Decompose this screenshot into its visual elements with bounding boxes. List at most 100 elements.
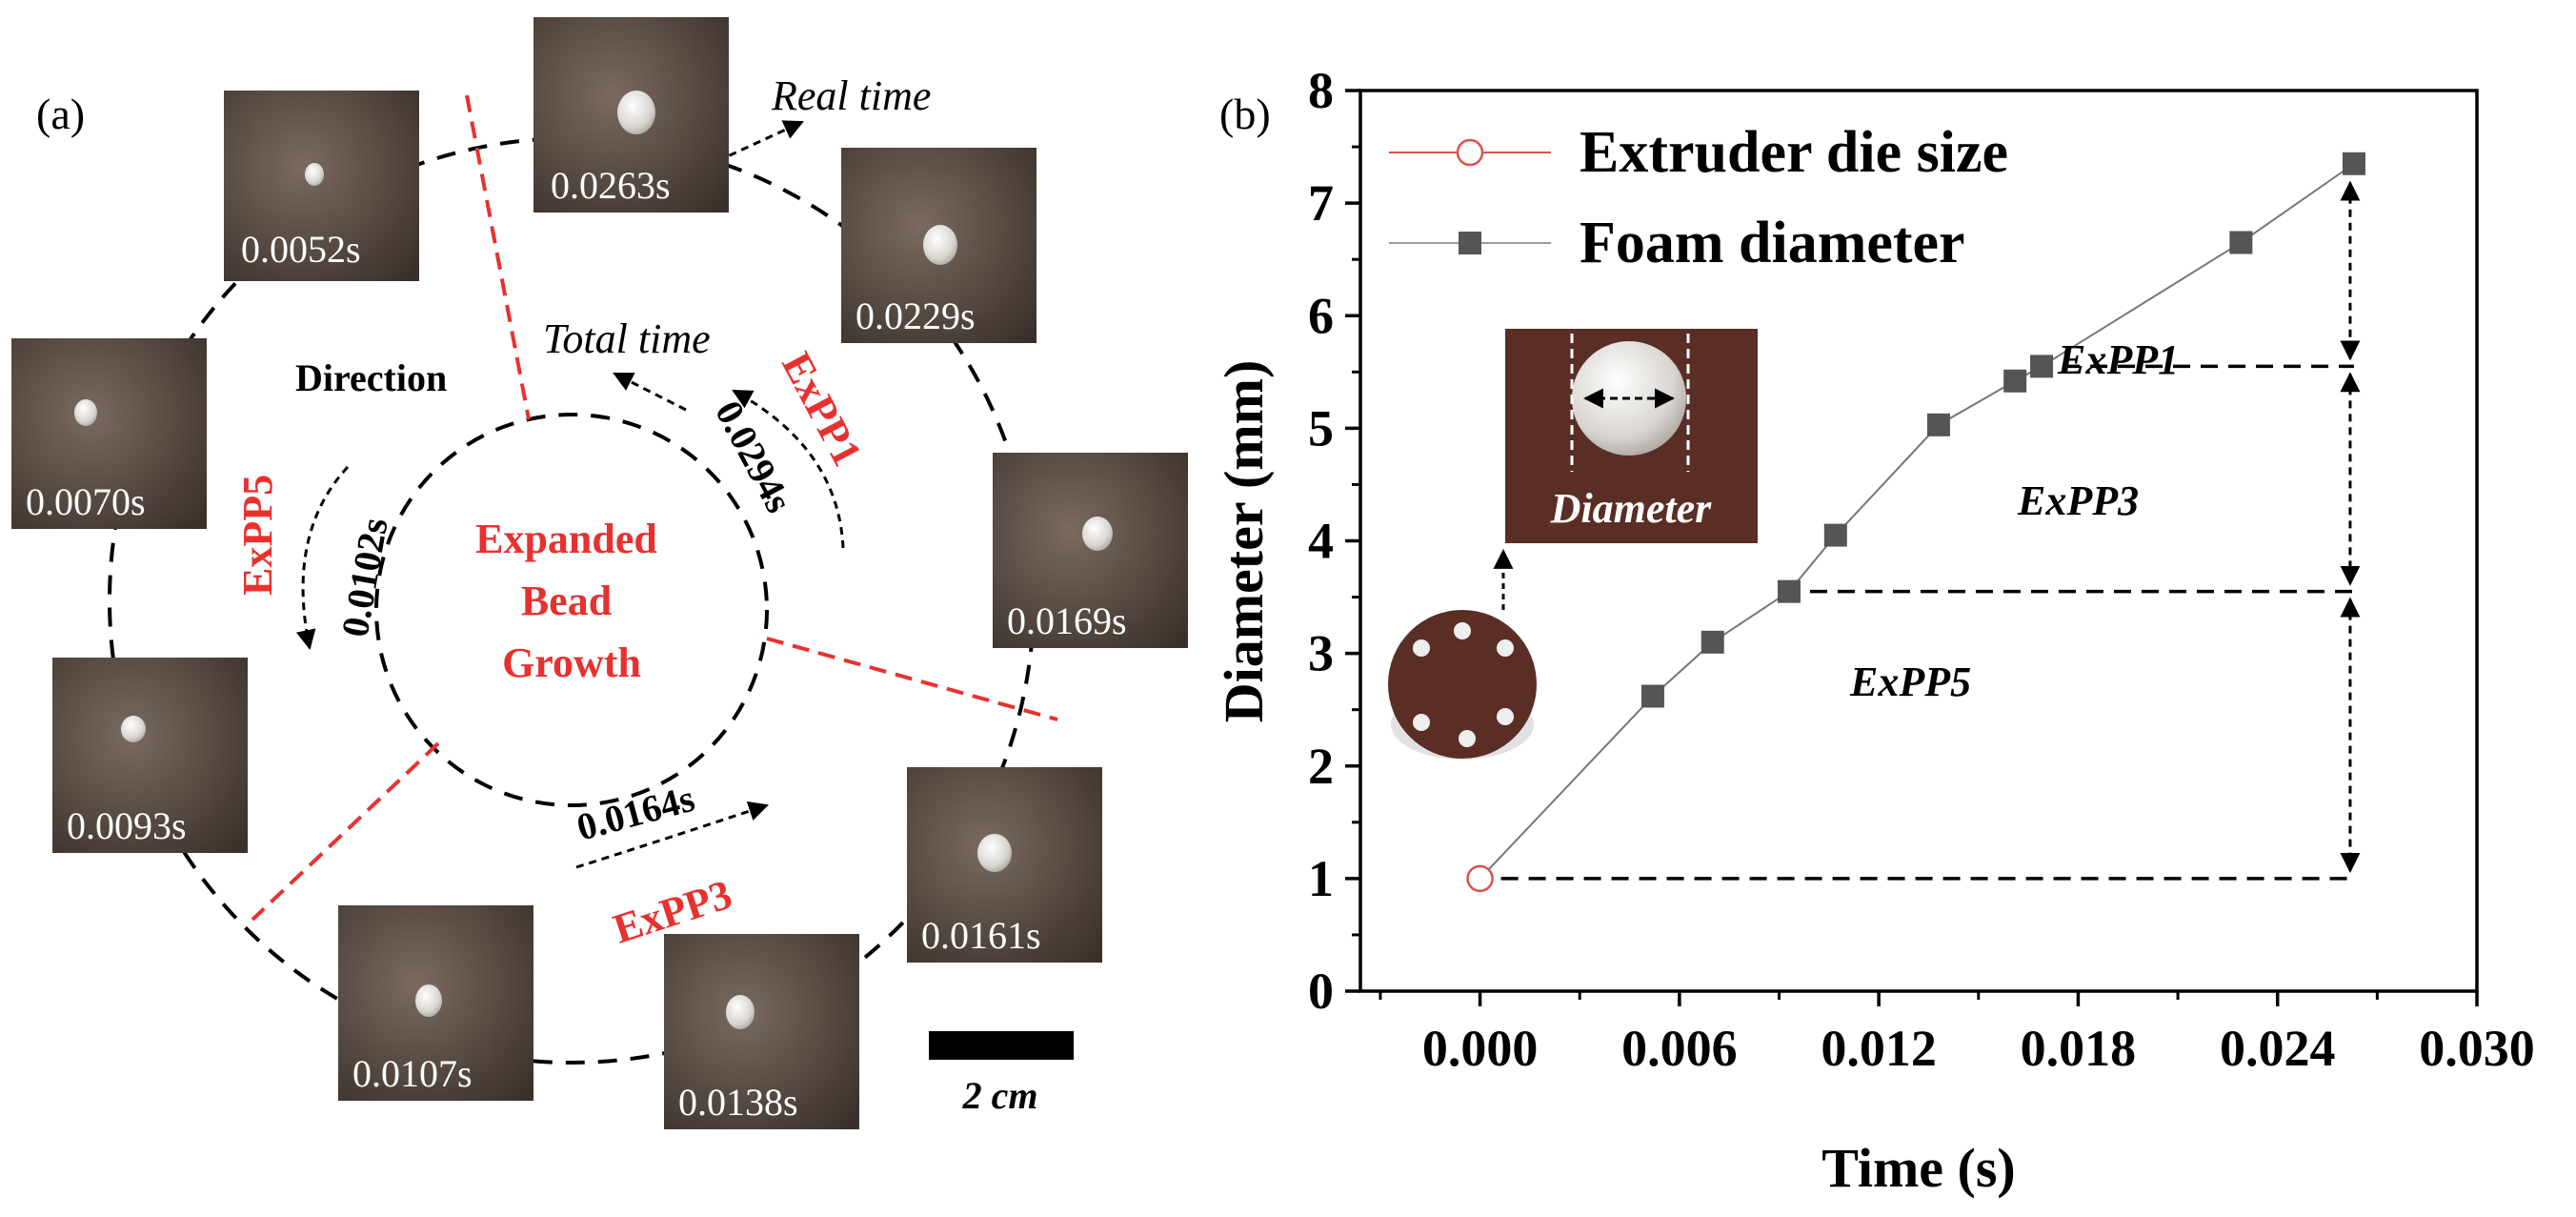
x-tick-label: 0.000 bbox=[1422, 1020, 1539, 1077]
frame-photo: 0.0070s bbox=[11, 338, 207, 529]
y-tick-label: 4 bbox=[1308, 513, 1334, 570]
frame-photo: 0.0263s bbox=[533, 17, 729, 213]
legend-marker-circle bbox=[1456, 138, 1484, 167]
foam-diameter-point bbox=[1823, 523, 1847, 547]
foam-diameter-point bbox=[1640, 684, 1664, 708]
panel-a: (a) Expanded Bead Growth Direction Total… bbox=[11, 17, 1188, 1129]
y-tick-label: 0 bbox=[1308, 963, 1334, 1020]
die-hole bbox=[1454, 622, 1471, 639]
scale-bar-label: 2 cm bbox=[962, 1074, 1038, 1117]
foam-diameter-point bbox=[1701, 630, 1724, 654]
x-axis-title: Time (s) bbox=[1821, 1137, 2016, 1199]
foam-diameter-point bbox=[2342, 152, 2365, 175]
segment-label-expp1: ExPP1 bbox=[773, 345, 871, 474]
bead-image bbox=[923, 225, 957, 265]
axis-ticks: 0 1 2 3 4 5 6 7 8 0.000 0.006 0.012 0.018 0.024 0.030 bbox=[1308, 62, 2535, 1077]
die-hole bbox=[1459, 730, 1476, 747]
guide-lines bbox=[1500, 180, 2361, 881]
center-title-line: Expanded bbox=[475, 516, 657, 562]
segment-label-expp5: ExPP5 bbox=[234, 475, 281, 596]
extruder-die-point bbox=[1466, 864, 1494, 893]
x-tick-label: 0.006 bbox=[1621, 1020, 1738, 1077]
foam-diameter-point bbox=[1926, 413, 1950, 436]
foam-diameter-line bbox=[1479, 162, 2355, 880]
bead-image bbox=[74, 399, 97, 426]
frame-time: 0.0052s bbox=[241, 228, 361, 271]
frame-time: 0.0263s bbox=[551, 164, 671, 207]
segment-arrow-expp3 bbox=[575, 801, 769, 869]
inset-die-plate bbox=[1388, 548, 1537, 760]
bead-image bbox=[121, 716, 146, 742]
die-hole bbox=[1413, 714, 1430, 731]
segment-arrow-expp5 bbox=[295, 465, 350, 651]
y-tick-label: 7 bbox=[1308, 174, 1334, 232]
inner-circle bbox=[374, 413, 769, 807]
total-time-arrow bbox=[613, 372, 687, 412]
divider-1 bbox=[465, 94, 531, 420]
frame-time: 0.0093s bbox=[67, 804, 187, 847]
annotation-expp5: ExPP5 bbox=[1849, 659, 1971, 705]
y-tick-label: 1 bbox=[1308, 850, 1334, 907]
legend: Extruder die size Foam diameter bbox=[1389, 120, 2008, 275]
x-tick-label: 0.024 bbox=[2220, 1020, 2336, 1077]
bead-image bbox=[1082, 517, 1113, 551]
bead-image bbox=[726, 995, 755, 1029]
die-hole bbox=[1497, 708, 1514, 725]
series-layer bbox=[1466, 152, 2365, 893]
segment-arrow-expp1 bbox=[732, 389, 845, 549]
center-title-line: Growth bbox=[502, 639, 641, 686]
frame-time: 0.0161s bbox=[921, 914, 1041, 957]
die-hole bbox=[1497, 639, 1514, 657]
panel-b: (b) 0 1 2 3 4 5 6 7 8 0.000 0.006 0.012 0.018 0.024 0.… bbox=[1213, 62, 2535, 1199]
center-title-line: Bead bbox=[521, 578, 612, 624]
foam-diameter-point bbox=[1777, 579, 1801, 603]
inset-label: Diameter bbox=[1550, 485, 1713, 532]
panel-b-label: (b) bbox=[1219, 90, 1271, 138]
foam-diameter-point bbox=[2229, 231, 2253, 254]
annotation-expp3: ExPP3 bbox=[2017, 477, 2139, 524]
foam-diameter-point bbox=[2030, 355, 2054, 378]
frame-time: 0.0070s bbox=[26, 480, 146, 523]
frame-time: 0.0138s bbox=[678, 1081, 798, 1124]
panel-a-label: (a) bbox=[36, 90, 85, 138]
frame-photo: 0.0093s bbox=[52, 658, 248, 853]
frame-photo: 0.0169s bbox=[993, 453, 1188, 648]
y-axis-title: Diameter (mm) bbox=[1213, 360, 1275, 723]
frame-photo: 0.0161s bbox=[907, 767, 1102, 963]
bead-image bbox=[415, 984, 442, 1017]
x-tick-label: 0.012 bbox=[1821, 1020, 1937, 1077]
foam-diameter-point bbox=[2003, 369, 2027, 393]
divider-2 bbox=[766, 637, 1058, 721]
direction-label: Direction bbox=[295, 356, 447, 399]
frame-time: 0.0107s bbox=[352, 1052, 473, 1095]
photo-frames: 0.0263s 0.0229s 0.0169s 0.0161s 0.0138s bbox=[11, 17, 1188, 1129]
bead-image bbox=[617, 91, 655, 134]
inset-diameter: Diameter bbox=[1505, 329, 1758, 543]
divider-3 bbox=[251, 741, 440, 922]
legend-marker-square bbox=[1459, 232, 1481, 254]
scale-bar bbox=[929, 1031, 1074, 1060]
x-tick-label: 0.030 bbox=[2419, 1020, 2535, 1077]
segment-time-expp1: 0.0294s bbox=[707, 394, 801, 519]
legend-label-foam: Foam diameter bbox=[1580, 211, 1965, 275]
bead-image bbox=[305, 163, 324, 186]
frame-photo: 0.0138s bbox=[664, 934, 859, 1129]
center-title: Expanded Bead Growth bbox=[475, 516, 668, 686]
x-tick-label: 0.018 bbox=[2021, 1020, 2137, 1077]
real-time-label: Real time bbox=[771, 72, 931, 119]
frame-photo: 0.0107s bbox=[338, 905, 533, 1101]
frame-time: 0.0229s bbox=[855, 294, 976, 337]
legend-label-die: Extruder die size bbox=[1580, 120, 2008, 185]
frame-photo: 0.0052s bbox=[224, 91, 419, 281]
frame-time: 0.0169s bbox=[1007, 599, 1127, 642]
annotation-expp1: ExPP1 bbox=[2057, 336, 2179, 383]
total-time-label: Total time bbox=[543, 315, 711, 362]
y-tick-label: 8 bbox=[1308, 62, 1334, 119]
y-tick-label: 2 bbox=[1308, 738, 1334, 795]
y-tick-label: 5 bbox=[1308, 399, 1334, 456]
y-tick-label: 3 bbox=[1308, 625, 1334, 682]
y-tick-label: 6 bbox=[1308, 287, 1334, 344]
segment-time-expp3: 0.0164s bbox=[573, 777, 699, 849]
segment-time-expp5: 0.0102s bbox=[333, 515, 396, 639]
